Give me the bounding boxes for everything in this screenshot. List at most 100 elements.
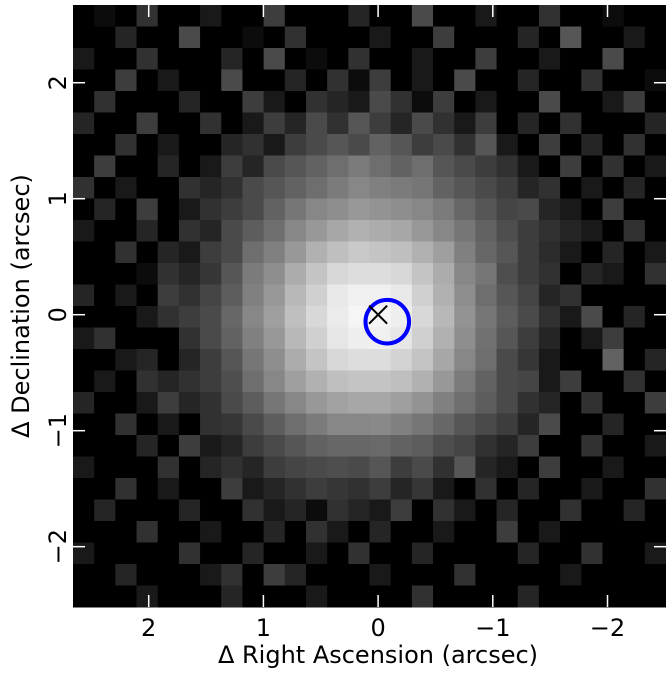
pixel	[305, 456, 328, 479]
pixel	[644, 327, 666, 350]
pixel	[644, 284, 666, 307]
pixel	[475, 177, 498, 199]
pixel	[327, 198, 349, 221]
pixel	[73, 26, 95, 49]
pixel	[411, 284, 434, 307]
pixel	[221, 478, 243, 500]
pixel	[242, 327, 265, 350]
pixel	[538, 112, 561, 135]
pixel	[390, 349, 413, 371]
pixel	[433, 349, 455, 371]
pixel	[284, 263, 307, 285]
pixel	[454, 564, 476, 586]
pixel	[115, 134, 138, 156]
pixel	[644, 134, 666, 156]
pixel	[538, 284, 561, 307]
pixel	[200, 370, 222, 393]
pixel	[305, 478, 328, 500]
pixel	[327, 521, 349, 543]
pixel	[73, 564, 95, 586]
pixel	[433, 370, 455, 393]
pixel	[623, 155, 646, 178]
pixel	[644, 198, 666, 221]
pixel	[411, 370, 434, 393]
pixel	[623, 69, 646, 92]
pixel	[602, 370, 625, 393]
pixel	[178, 521, 201, 543]
pixel	[581, 112, 603, 135]
pixel	[157, 177, 180, 199]
pixel	[136, 456, 159, 479]
pixel	[475, 26, 498, 49]
pixel	[496, 112, 519, 135]
pixel	[115, 349, 138, 371]
pixel	[517, 69, 540, 92]
pixel	[623, 585, 646, 608]
pixel	[284, 198, 307, 221]
pixel	[517, 48, 540, 70]
pixel	[623, 478, 646, 500]
pixel	[178, 435, 201, 457]
pixel	[538, 478, 561, 500]
pixel	[348, 48, 370, 70]
pixel	[242, 5, 265, 27]
pixel	[305, 564, 328, 586]
pixel	[538, 263, 561, 285]
pixel	[305, 177, 328, 199]
pixel	[242, 413, 265, 436]
position-cross	[368, 304, 388, 325]
pixel	[581, 69, 603, 92]
pixel	[517, 542, 540, 565]
pixel	[581, 521, 603, 543]
pixel	[242, 392, 265, 414]
pixel	[73, 478, 95, 500]
pixel	[242, 26, 265, 49]
pixel	[263, 521, 286, 543]
pixel	[390, 263, 413, 285]
pixel	[602, 435, 625, 457]
pixel	[390, 499, 413, 522]
pixel	[221, 241, 243, 264]
pixel	[221, 349, 243, 371]
pixel	[200, 69, 222, 92]
pixel	[581, 26, 603, 49]
pixel	[369, 198, 392, 221]
pixel	[94, 26, 116, 49]
pixel	[538, 155, 561, 178]
pixel	[157, 435, 180, 457]
pixel	[305, 521, 328, 543]
pixel	[263, 413, 286, 436]
pixel	[644, 521, 666, 543]
pixel	[136, 413, 159, 436]
pixel	[94, 48, 116, 70]
pixel	[157, 91, 180, 113]
pixel	[644, 241, 666, 264]
pixel	[136, 499, 159, 522]
pixel	[560, 306, 582, 328]
pixel	[242, 112, 265, 135]
pixel	[94, 155, 116, 178]
pixel	[178, 370, 201, 393]
pixel	[115, 435, 138, 457]
pixel	[157, 5, 180, 27]
pixel	[263, 134, 286, 156]
pixel	[348, 177, 370, 199]
pixel	[369, 392, 392, 414]
pixel	[602, 564, 625, 586]
pixel	[348, 241, 370, 264]
pixel	[496, 456, 519, 479]
pixel	[221, 306, 243, 328]
pixel	[369, 26, 392, 49]
pixel	[200, 284, 222, 307]
pixel	[263, 392, 286, 414]
pixel	[475, 521, 498, 543]
pixel	[242, 435, 265, 457]
pixel	[496, 220, 519, 242]
pixel	[221, 370, 243, 393]
pixel	[305, 349, 328, 371]
pixel	[623, 48, 646, 70]
pixel	[242, 306, 265, 328]
pixel	[411, 220, 434, 242]
pixel	[602, 177, 625, 199]
pixel	[411, 585, 434, 608]
